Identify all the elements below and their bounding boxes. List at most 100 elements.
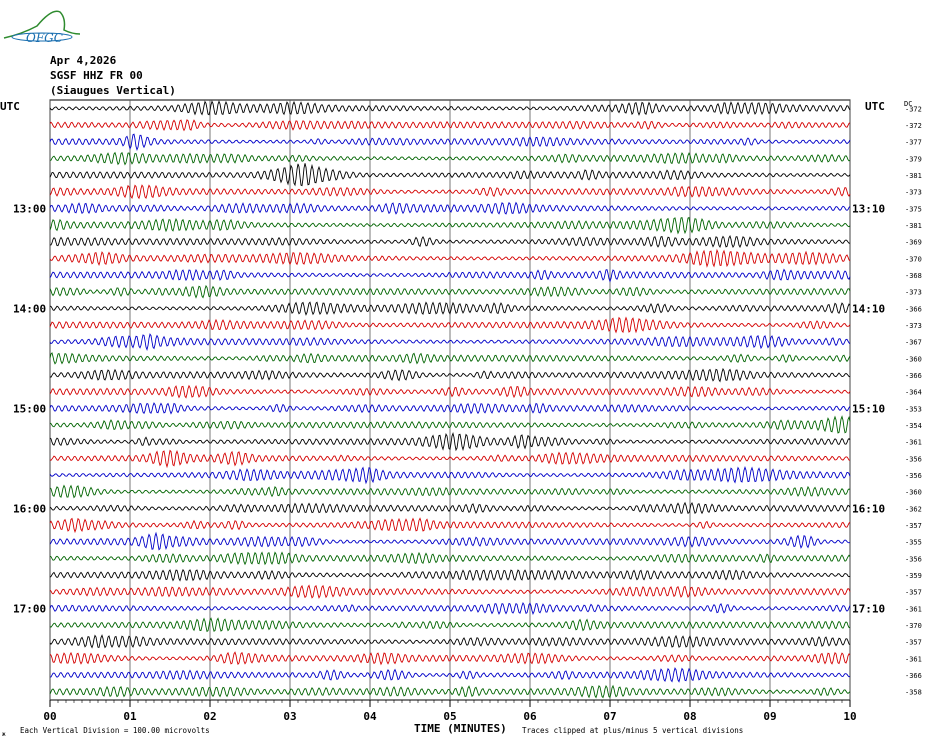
dc-offset-label: -366 <box>905 372 922 380</box>
dc-offset-label: -356 <box>905 472 922 480</box>
dc-offset-label: -373 <box>905 322 922 330</box>
dc-offset-label: -377 <box>905 139 922 147</box>
grid <box>49 99 851 707</box>
seismic-trace <box>49 301 851 316</box>
x-tick-label: 00 <box>43 710 56 723</box>
seismic-trace <box>49 333 851 352</box>
dc-offset-label: -362 <box>905 505 922 513</box>
dc-offset-label: -359 <box>905 572 922 580</box>
seismic-trace <box>49 216 851 235</box>
seismic-trace <box>49 316 851 334</box>
seismic-trace <box>49 284 851 299</box>
left-axis-title: UTC <box>0 100 20 113</box>
dc-offset-label: -366 <box>905 672 922 680</box>
right-time-label: 15:10 <box>852 402 885 415</box>
x-tick-label: 09 <box>763 710 776 723</box>
x-tick-label: 01 <box>123 710 137 723</box>
seismic-trace <box>49 667 851 683</box>
dc-offset-label: -370 <box>905 622 922 630</box>
labels: UTC UTC DC TIME (MINUTES) Each Vertical … <box>0 100 922 738</box>
dc-offset-label: -356 <box>905 455 922 463</box>
clip-note: Traces clipped at plus/minus 5 vertical … <box>522 726 743 735</box>
ofgc-logo: OFGC <box>3 10 81 44</box>
dc-offset-label: -357 <box>905 522 922 530</box>
right-time-label: 13:10 <box>852 202 885 215</box>
seismic-trace <box>49 367 851 383</box>
dc-offset-label: -361 <box>905 655 922 663</box>
header-station: SGSF HHZ FR 00 <box>50 69 143 82</box>
dc-offset-label: -375 <box>905 205 922 213</box>
seismic-trace <box>49 617 851 633</box>
dc-offset-label: -358 <box>905 689 922 697</box>
x-tick-label: 08 <box>683 710 696 723</box>
left-time-label: 16:00 <box>13 502 46 515</box>
dc-offset-label: -381 <box>905 172 922 180</box>
logo-mountain-icon <box>3 10 81 39</box>
seismic-trace <box>49 402 851 415</box>
seismic-trace <box>49 501 851 515</box>
x-axis-label: TIME (MINUTES) <box>414 722 507 735</box>
right-time-label: 14:10 <box>852 302 885 315</box>
left-time-label: 15:00 <box>13 402 46 415</box>
seismic-trace <box>49 415 851 434</box>
seismic-trace <box>49 602 851 615</box>
seismic-trace <box>49 163 851 187</box>
dc-offset-label: -353 <box>905 405 922 413</box>
logo-text: OFGC <box>26 31 63 44</box>
x-tick-label: 02 <box>203 710 216 723</box>
seismic-trace <box>49 119 851 132</box>
seismic-trace <box>49 248 851 268</box>
dc-offset-label: -364 <box>905 389 922 397</box>
left-time-label: 14:00 <box>13 302 46 315</box>
dc-offset-label: -370 <box>905 255 922 263</box>
dc-offset-label: -360 <box>905 355 922 363</box>
dc-offset-label: -373 <box>905 189 922 197</box>
left-time-label: 13:00 <box>13 202 46 215</box>
seismic-trace <box>49 466 851 485</box>
x-tick-label: 06 <box>523 710 537 723</box>
seismic-trace <box>49 352 851 365</box>
scale-note: Each Vertical Division = 100.00 microvol… <box>20 726 210 735</box>
seismic-trace <box>49 100 851 116</box>
x-tick-label: 05 <box>443 710 456 723</box>
left-time-label: 17:00 <box>13 602 46 615</box>
seismic-trace <box>49 634 851 649</box>
seismic-trace <box>49 201 851 215</box>
header-location: (Siaugues Vertical) <box>50 84 176 97</box>
seismic-trace <box>49 133 851 152</box>
corner-mark: ж <box>2 731 6 738</box>
seismic-trace <box>49 551 851 566</box>
seismic-trace <box>49 268 851 283</box>
dc-offset-label: -361 <box>905 605 922 613</box>
seismic-trace <box>49 432 851 452</box>
traces <box>49 100 851 699</box>
seismic-trace <box>49 484 851 499</box>
header-date: Apr 4,2026 <box>50 54 117 67</box>
dc-offset-label: -381 <box>905 222 922 230</box>
dc-offset-label: -369 <box>905 239 922 247</box>
dc-offset-label: -357 <box>905 589 922 597</box>
right-time-label: 16:10 <box>852 502 885 515</box>
seismic-trace <box>49 151 851 166</box>
dc-offset-label: -379 <box>905 155 922 163</box>
seismic-trace <box>49 684 851 699</box>
x-tick-label: 07 <box>603 710 616 723</box>
dc-offset-label: -356 <box>905 555 922 563</box>
dc-offset-label: -354 <box>905 422 922 430</box>
right-axis-title: UTC <box>865 100 885 113</box>
dc-offset-label: -357 <box>905 639 922 647</box>
seismic-trace <box>49 651 851 666</box>
dc-offset-label: -372 <box>905 105 922 113</box>
dc-offset-label: -372 <box>905 122 922 130</box>
seismic-trace <box>49 568 851 582</box>
x-tick-label: 10 <box>843 710 856 723</box>
dc-offset-label: -360 <box>905 489 922 497</box>
seismic-trace <box>49 449 851 469</box>
seismic-trace <box>49 184 851 200</box>
dc-label: DC <box>904 100 912 108</box>
dc-offset-label: -367 <box>905 339 922 347</box>
seismic-trace <box>49 235 851 249</box>
seismic-trace <box>49 517 851 534</box>
dc-offset-label: -361 <box>905 439 922 447</box>
